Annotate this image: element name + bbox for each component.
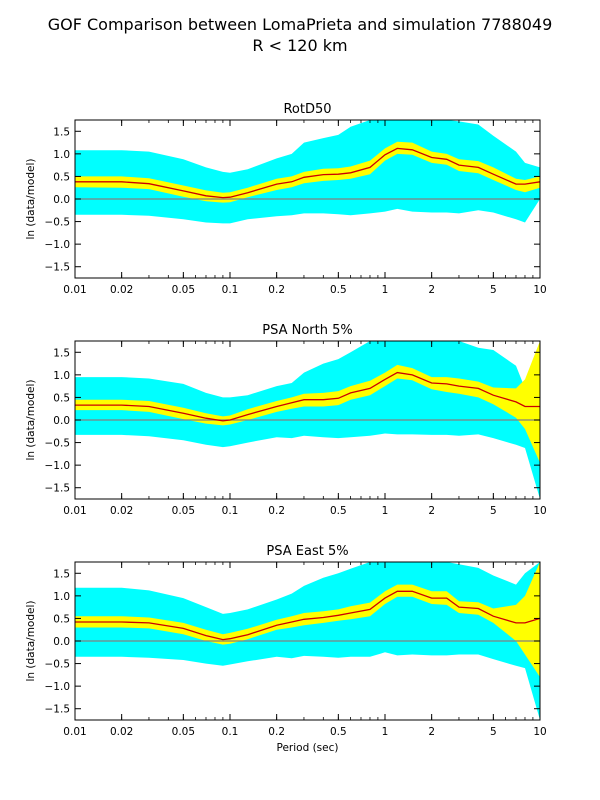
x-tick-label: 0.1 bbox=[222, 284, 239, 296]
x-tick-label: 0.5 bbox=[330, 284, 347, 296]
panel-psa-north: 0.01 0.02 0.05 0.1 0.2 0.5 1 2 5 10 −1.5 −1.0 −0.5 0.… bbox=[25, 323, 547, 517]
y-tick-label: 1.0 bbox=[53, 149, 70, 161]
x-tick-label: 2 bbox=[428, 505, 435, 517]
inner-band bbox=[75, 341, 540, 463]
panel-rotd50: 0.01 0.02 0.05 0.1 0.2 0.5 1 2 5 10 −1.5 −1.0 −0.5 0.… bbox=[25, 102, 547, 296]
y-axis-label: ln (data/model) bbox=[25, 601, 37, 682]
y-tick-label: −0.5 bbox=[45, 659, 71, 671]
mean-line bbox=[75, 147, 541, 199]
x-tick-label: 5 bbox=[490, 726, 497, 738]
y-tick-label: 1.0 bbox=[53, 591, 70, 603]
x-tick-label: 0.02 bbox=[110, 726, 133, 738]
y-tick-label: −0.5 bbox=[45, 438, 71, 450]
y-axis-label: ln (data/model) bbox=[25, 380, 37, 461]
x-tick-label: 0.2 bbox=[268, 505, 285, 517]
y-tick-label: −1.0 bbox=[45, 681, 71, 693]
x-tick-label: 0.02 bbox=[110, 284, 133, 296]
x-tick-label: 10 bbox=[533, 726, 546, 738]
y-tick-label: 0.5 bbox=[53, 171, 70, 183]
x-tick-label: 0.2 bbox=[268, 284, 285, 296]
y-tick-label: −1.5 bbox=[45, 704, 71, 716]
y-tick-label: −1.5 bbox=[45, 483, 71, 495]
panel-title: PSA East 5% bbox=[266, 544, 348, 559]
x-tick-label: 0.05 bbox=[172, 284, 195, 296]
x-tick-label: 0.5 bbox=[330, 726, 347, 738]
y-tick-label: 1.5 bbox=[53, 347, 70, 359]
x-tick-label: 1 bbox=[382, 505, 389, 517]
y-tick-label: −0.5 bbox=[45, 217, 71, 229]
y-tick-label: −1.0 bbox=[45, 460, 71, 472]
y-tick-label: 0.5 bbox=[53, 613, 70, 625]
panel-psa-east: 0.01 0.02 0.05 0.1 0.2 0.5 1 2 5 10 −1.5 −1.0 −0.5 0.… bbox=[25, 544, 547, 754]
y-tick-label: 1.5 bbox=[53, 126, 70, 138]
x-tick-label: 2 bbox=[428, 284, 435, 296]
y-tick-label: 0.0 bbox=[53, 636, 70, 648]
x-tick-label: 1 bbox=[382, 726, 389, 738]
y-axis-label: ln (data/model) bbox=[25, 159, 37, 240]
x-tick-label: 0.01 bbox=[63, 505, 86, 517]
x-tick-label: 10 bbox=[533, 505, 546, 517]
mean-line bbox=[75, 590, 541, 641]
y-tick-label: 1.5 bbox=[53, 568, 70, 580]
x-tick-label: 0.01 bbox=[63, 726, 86, 738]
x-tick-label: 5 bbox=[490, 505, 497, 517]
panel-title: PSA North 5% bbox=[262, 323, 352, 338]
y-tick-label: 0.5 bbox=[53, 392, 70, 404]
y-tick-label: 0.0 bbox=[53, 415, 70, 427]
x-tick-label: 2 bbox=[428, 726, 435, 738]
figure-title-line1: GOF Comparison between LomaPrieta and si… bbox=[48, 15, 553, 34]
x-tick-label: 0.1 bbox=[222, 505, 239, 517]
y-tick-label: −1.5 bbox=[45, 262, 71, 274]
y-tick-label: 1.0 bbox=[53, 370, 70, 382]
x-axis-label: Period (sec) bbox=[277, 742, 339, 754]
y-tick-label: −1.0 bbox=[45, 239, 71, 251]
x-tick-label: 0.2 bbox=[268, 726, 285, 738]
x-tick-label: 0.05 bbox=[172, 505, 195, 517]
x-tick-label: 0.1 bbox=[222, 726, 239, 738]
figure-title-line2: R < 120 km bbox=[252, 36, 347, 55]
x-tick-label: 0.02 bbox=[110, 505, 133, 517]
x-tick-label: 1 bbox=[382, 284, 389, 296]
x-tick-label: 0.5 bbox=[330, 505, 347, 517]
mean-line bbox=[75, 371, 540, 422]
x-tick-label: 10 bbox=[533, 284, 546, 296]
x-tick-label: 5 bbox=[490, 284, 497, 296]
x-tick-label: 0.01 bbox=[63, 284, 86, 296]
x-tick-label: 0.05 bbox=[172, 726, 195, 738]
inner-band bbox=[75, 141, 540, 203]
panel-title: RotD50 bbox=[283, 102, 331, 117]
y-tick-label: 0.0 bbox=[53, 194, 70, 206]
